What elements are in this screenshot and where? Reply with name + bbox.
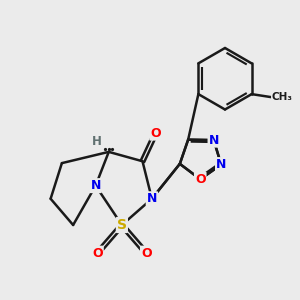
Text: O: O <box>150 127 161 140</box>
Text: O: O <box>141 247 152 260</box>
Text: S: S <box>117 218 127 232</box>
Text: CH₃: CH₃ <box>272 92 293 102</box>
Text: O: O <box>92 247 103 260</box>
Text: H: H <box>92 135 102 148</box>
Text: N: N <box>208 134 219 147</box>
Text: O: O <box>195 173 206 186</box>
Text: N: N <box>147 192 157 205</box>
Text: N: N <box>216 158 226 171</box>
Text: N: N <box>90 179 101 192</box>
